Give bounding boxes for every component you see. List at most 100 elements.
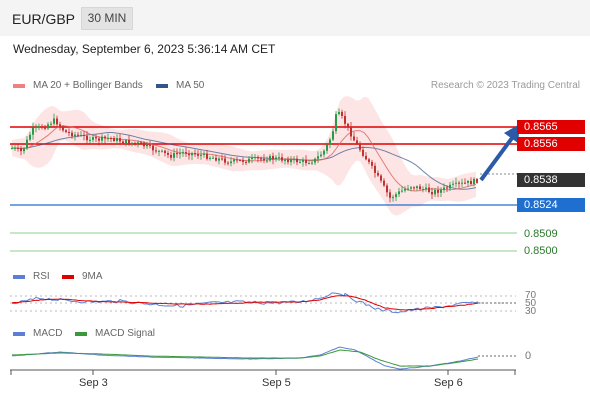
candle-body xyxy=(266,160,268,162)
candle-body xyxy=(284,159,286,161)
candle-body xyxy=(56,118,58,125)
macd-signal-line xyxy=(12,349,479,367)
candle-body xyxy=(137,142,139,144)
candle-body xyxy=(335,114,337,132)
candle-body xyxy=(95,137,97,139)
rsi-ma-swatch xyxy=(62,274,74,279)
candle-body xyxy=(65,130,67,133)
candle-body xyxy=(146,144,148,147)
candle-body xyxy=(464,182,466,184)
legend-macd-signal: MACD Signal xyxy=(75,328,155,339)
candle-body xyxy=(383,180,385,186)
candle-body xyxy=(200,154,202,156)
candle-body xyxy=(11,147,13,149)
candle-body xyxy=(329,139,331,145)
price-label-pivot: 0.8524 xyxy=(517,198,585,212)
timestamp: Wednesday, September 6, 2023 5:36:14 AM … xyxy=(13,42,276,56)
candle-body xyxy=(419,186,421,190)
candle-body xyxy=(155,150,157,152)
candle-body xyxy=(374,165,376,173)
candle-body xyxy=(338,111,340,115)
candle-body xyxy=(437,190,439,193)
candle-body xyxy=(116,138,118,142)
candle-body xyxy=(77,134,79,136)
candle-body xyxy=(233,159,235,162)
macd-zero-label: 0 xyxy=(525,350,532,362)
price-label-last: 0.8538 xyxy=(517,173,585,187)
candle-body xyxy=(347,123,349,127)
candle-body xyxy=(161,150,163,152)
candle-body xyxy=(431,192,433,195)
candle-body xyxy=(254,157,256,159)
candle-body xyxy=(188,153,190,156)
ma20-swatch xyxy=(13,83,25,88)
price-label-r1: 0.8556 xyxy=(517,137,585,151)
candle-body xyxy=(110,138,112,140)
candle-body xyxy=(179,153,181,155)
candle-body xyxy=(428,187,430,193)
candle-body xyxy=(167,153,169,155)
legend-macd: MACD xyxy=(13,328,62,339)
x-tick-label: Sep 6 xyxy=(434,377,463,389)
candle-body xyxy=(341,111,343,116)
candle-body xyxy=(74,134,76,137)
candle-body xyxy=(158,150,160,152)
candle-body xyxy=(320,154,322,157)
candle-body xyxy=(350,126,352,137)
candle-body xyxy=(182,152,184,154)
candle-body xyxy=(281,157,283,161)
candle-body xyxy=(215,157,217,161)
rsi-level-50-label: 50 xyxy=(525,298,537,309)
candle-body xyxy=(80,134,82,136)
candle-body xyxy=(209,157,211,159)
candle-body xyxy=(395,194,397,198)
candle-body xyxy=(212,157,214,159)
candle-body xyxy=(386,185,388,193)
candle-body xyxy=(422,188,424,190)
candle-body xyxy=(473,178,475,185)
candle-body xyxy=(401,190,403,192)
candle-body xyxy=(425,187,427,189)
macd-signal-swatch xyxy=(75,331,87,336)
candle-body xyxy=(50,123,52,125)
candle-body xyxy=(407,188,409,190)
candle-body xyxy=(455,182,457,184)
candle-body xyxy=(452,183,454,185)
candle-body xyxy=(377,172,379,176)
rsi-level-30-label: 30 xyxy=(525,306,537,317)
price-label-r2: 0.8565 xyxy=(517,120,585,134)
candle-body xyxy=(446,187,448,189)
rsi-label: RSI xyxy=(33,271,50,282)
candle-body xyxy=(362,149,364,156)
rsi-ma-label: 9MA xyxy=(82,271,103,282)
candle-body xyxy=(242,160,244,162)
candle-body xyxy=(440,189,442,193)
legend-ma50: MA 50 xyxy=(156,80,204,91)
ma50-label: MA 50 xyxy=(176,80,205,91)
ma50-swatch xyxy=(156,83,168,88)
candle-body xyxy=(23,148,25,152)
candle-body xyxy=(71,132,73,137)
candle-body xyxy=(86,135,88,141)
candle-body xyxy=(125,140,127,144)
candle-body xyxy=(218,158,220,161)
candle-body xyxy=(221,158,223,160)
candle-body xyxy=(59,124,61,127)
candle-body xyxy=(443,187,445,190)
candle-body xyxy=(359,143,361,150)
candle-body xyxy=(104,136,106,139)
forecast-arrowhead xyxy=(504,124,520,143)
candle-body xyxy=(149,144,151,146)
timeframe-button[interactable]: 30 MIN xyxy=(81,7,133,30)
price-label-s2: 0.8500 xyxy=(524,245,558,257)
candle-body xyxy=(404,188,406,191)
symbol-label: EUR/GBP xyxy=(12,11,76,27)
candle-body xyxy=(269,155,271,161)
candle-body xyxy=(314,158,316,163)
candle-body xyxy=(32,127,34,135)
forecast-arrow xyxy=(479,132,517,182)
candle-body xyxy=(101,136,103,141)
chart-header: EUR/GBP 30 MIN xyxy=(0,0,590,36)
candle-body xyxy=(191,153,193,156)
